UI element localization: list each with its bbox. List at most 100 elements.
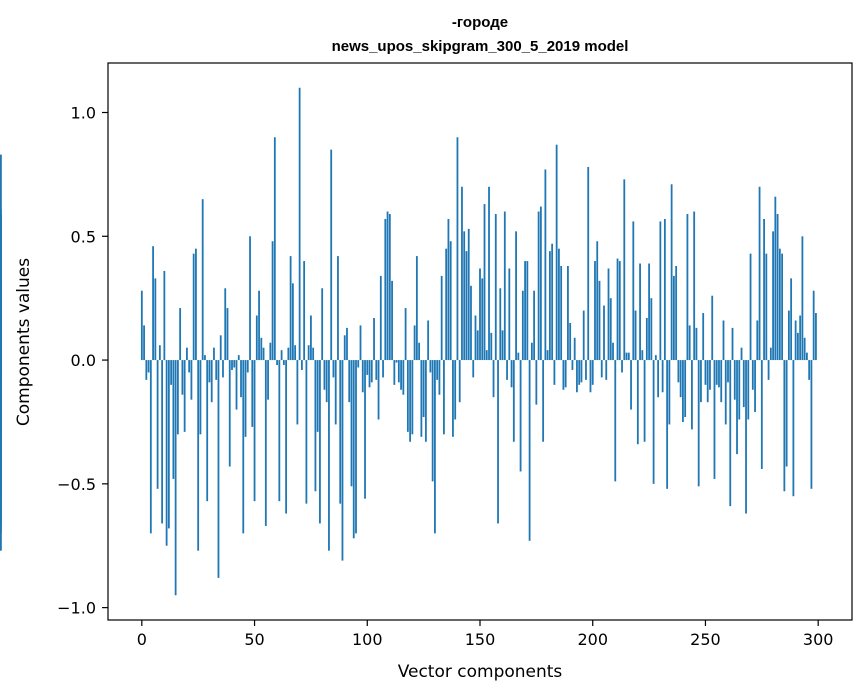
bar <box>242 360 245 534</box>
bar <box>350 360 353 487</box>
x-tick-label: 200 <box>577 630 608 649</box>
bar <box>213 347 215 361</box>
plot-frame <box>107 62 853 621</box>
bar <box>544 169 547 361</box>
bar <box>645 317 648 361</box>
bar <box>458 360 461 403</box>
x-tick-label: 250 <box>690 630 721 649</box>
bar <box>722 320 725 361</box>
bar <box>553 360 556 385</box>
bar <box>551 243 554 361</box>
bar <box>558 248 560 361</box>
bar <box>415 256 418 361</box>
bar <box>192 253 195 361</box>
bar <box>571 360 574 370</box>
bar <box>756 320 759 361</box>
bar <box>260 337 263 361</box>
bar <box>630 360 632 410</box>
bar <box>240 360 242 398</box>
bar <box>154 278 157 361</box>
bar <box>806 352 808 361</box>
bar <box>402 360 405 395</box>
bar <box>384 218 387 361</box>
bar <box>706 360 709 403</box>
bar <box>447 218 450 361</box>
bar <box>521 290 524 361</box>
x-tick-label: 100 <box>352 630 383 649</box>
bar <box>769 347 772 361</box>
bar <box>172 360 175 479</box>
bar <box>204 355 206 361</box>
bar <box>422 360 425 418</box>
bar <box>409 360 412 442</box>
bar <box>195 248 197 361</box>
y-tick-label: 1.0 <box>71 104 96 123</box>
bar <box>492 360 495 398</box>
bar <box>183 360 186 432</box>
bar <box>361 360 364 393</box>
bar <box>440 275 443 361</box>
bar <box>603 305 605 361</box>
bar <box>461 186 463 361</box>
bar <box>224 288 227 361</box>
bar <box>801 236 804 361</box>
bar <box>488 186 490 361</box>
bar <box>465 251 468 361</box>
bar <box>346 327 348 361</box>
bar <box>287 347 290 361</box>
bar <box>179 308 182 361</box>
bar <box>772 231 774 361</box>
x-tick-label: 0 <box>137 630 147 649</box>
bar <box>659 221 662 361</box>
bar <box>249 236 251 361</box>
bar <box>174 360 177 596</box>
bar <box>420 360 423 437</box>
y-tick-label: −0.5 <box>57 475 96 494</box>
bar <box>400 360 402 390</box>
bar <box>524 261 526 361</box>
bar <box>233 360 236 368</box>
bar <box>472 360 475 378</box>
bar <box>298 87 301 361</box>
bar <box>650 298 653 361</box>
bar <box>594 261 596 361</box>
bar <box>463 231 466 361</box>
bar <box>434 360 436 534</box>
bar <box>314 360 317 492</box>
bar <box>643 360 646 442</box>
bar <box>332 360 335 378</box>
bar <box>720 360 723 403</box>
bar <box>702 313 705 361</box>
bar <box>368 360 371 388</box>
bar <box>386 211 389 361</box>
bar <box>564 360 567 388</box>
bar <box>510 360 513 388</box>
bar <box>280 350 283 361</box>
bar <box>515 231 517 361</box>
bar <box>808 360 811 380</box>
bar <box>388 214 391 361</box>
bar <box>337 256 339 361</box>
bar <box>276 360 278 366</box>
bar <box>596 241 599 361</box>
bar <box>418 342 421 361</box>
bar <box>316 360 319 432</box>
bar <box>810 360 813 489</box>
bar <box>264 360 267 526</box>
bar <box>294 345 297 361</box>
bar <box>474 315 477 361</box>
bar <box>161 360 164 524</box>
bar <box>289 256 292 361</box>
bar <box>206 360 209 502</box>
bar <box>481 278 484 361</box>
bar <box>476 330 479 361</box>
bar <box>648 263 650 361</box>
bar <box>718 360 720 388</box>
bar <box>519 360 522 472</box>
bar <box>614 360 617 482</box>
bar <box>436 360 439 380</box>
bar <box>684 360 687 418</box>
y-axis-label: Components values <box>14 258 34 426</box>
bar <box>758 186 761 361</box>
bar <box>152 246 154 361</box>
